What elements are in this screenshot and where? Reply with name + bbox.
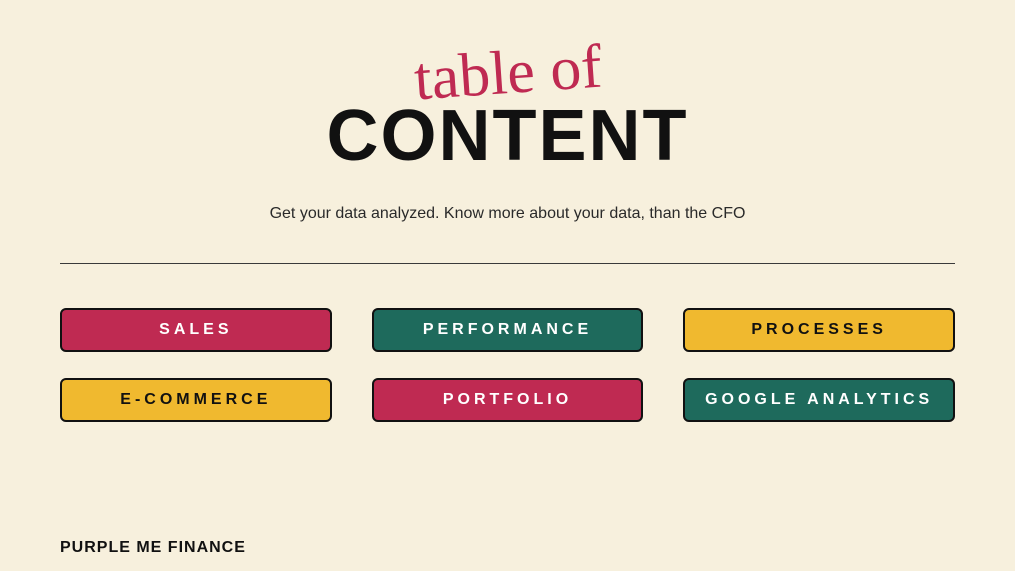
tile-ecommerce[interactable]: E-COMMERCE [60,378,332,422]
main-title: CONTENT [327,100,689,172]
subtitle: Get your data analyzed. Know more about … [0,205,1015,223]
divider [60,263,955,264]
content-grid: SALES PERFORMANCE PROCESSES E-COMMERCE P… [60,308,955,422]
footer-brand: PURPLE ME FINANCE [60,539,246,557]
tile-google-analytics[interactable]: GOOGLE ANALYTICS [683,378,955,422]
tile-sales[interactable]: SALES [60,308,332,352]
tile-performance[interactable]: PERFORMANCE [372,308,644,352]
tile-processes[interactable]: PROCESSES [683,308,955,352]
title-block: table of CONTENT [0,20,1015,185]
tile-portfolio[interactable]: PORTFOLIO [372,378,644,422]
script-title: table of [412,36,604,111]
